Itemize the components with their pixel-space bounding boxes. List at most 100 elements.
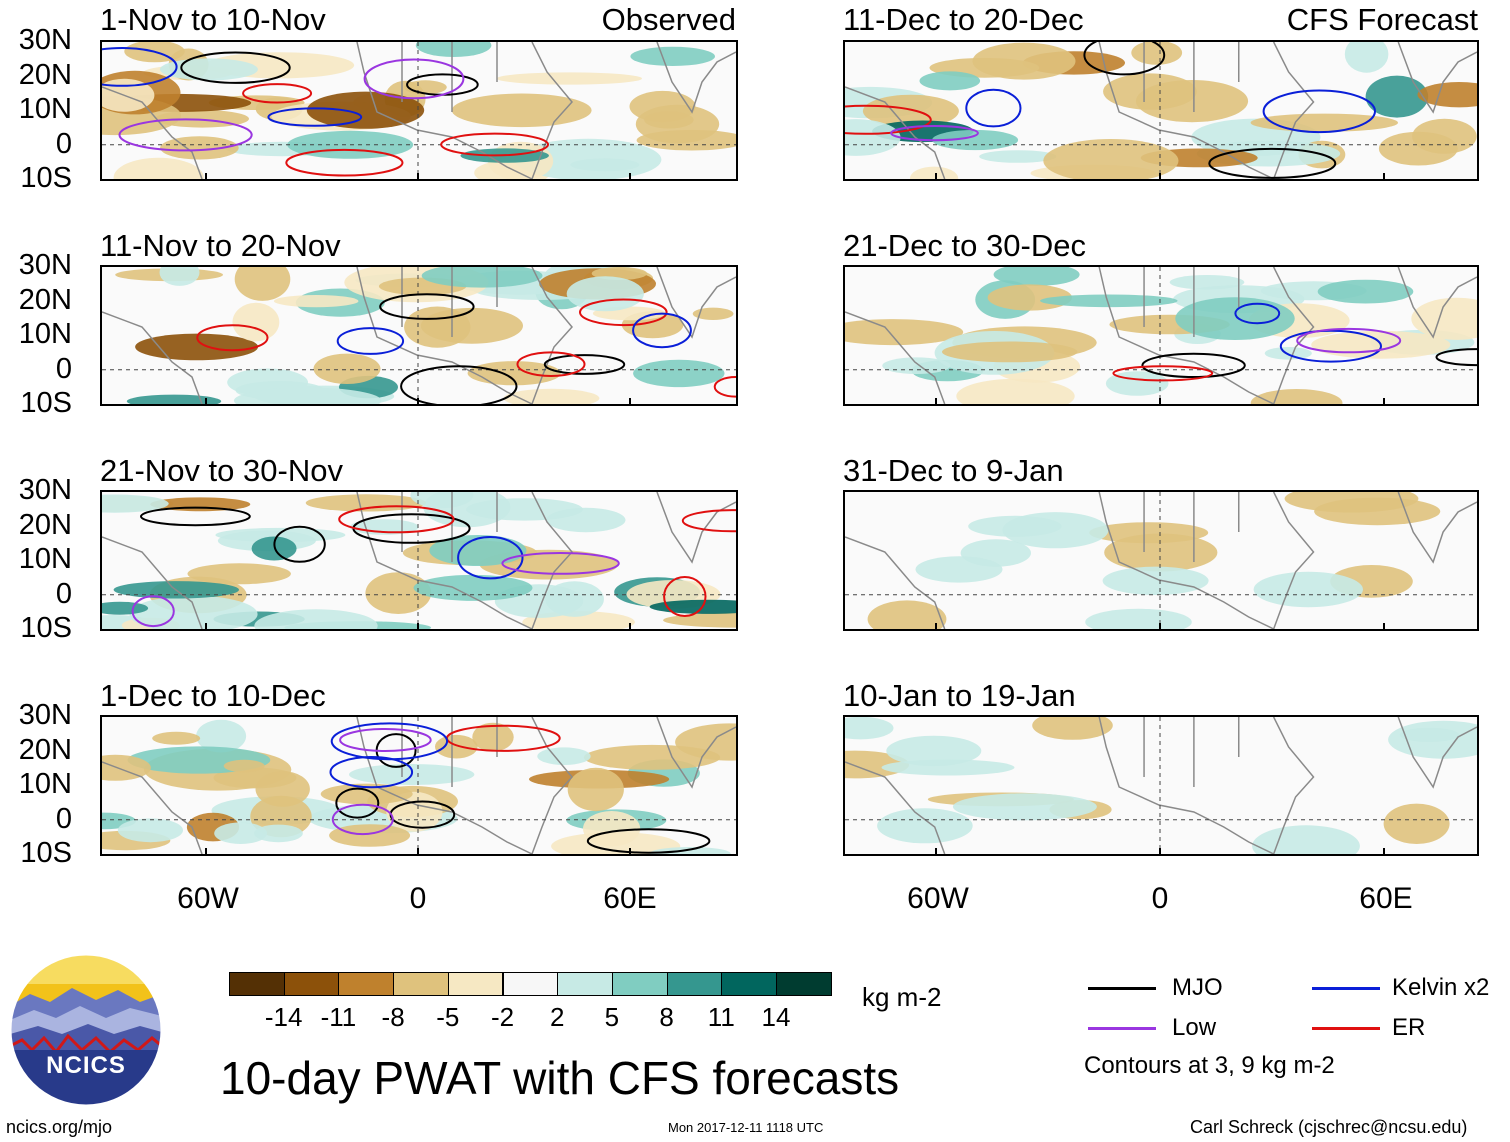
legend-label-low: Low <box>1172 1014 1217 1041</box>
lat-label: 10N <box>18 93 72 125</box>
coastline <box>102 42 736 179</box>
colorbar-swatch <box>393 972 449 996</box>
lat-label: 10S <box>20 387 72 419</box>
er-contour <box>196 324 269 352</box>
ncics-logo-graphic <box>10 954 162 1106</box>
er-contour <box>663 576 707 617</box>
low-contour <box>363 58 465 100</box>
colorbar-label: -14 <box>264 1002 303 1032</box>
low-contour <box>1296 327 1402 354</box>
panel-title: 11-Nov to 20-Nov <box>100 228 341 263</box>
footer-timestamp: Mon 2017-12-11 1118 UTC <box>668 1120 824 1135</box>
lon-label-0: 0 <box>409 882 427 915</box>
map-graphic <box>845 717 1477 854</box>
footer-url: ncics.org/mjo <box>6 1117 113 1137</box>
colorbar-swatch <box>721 972 777 996</box>
kelvin-contour <box>102 47 178 87</box>
legend-label-er: ER <box>1392 1014 1426 1041</box>
map-graphic <box>102 42 736 179</box>
ncics-logo: NCICS <box>10 954 162 1106</box>
low-contour <box>118 118 253 152</box>
observed-label: Observed <box>601 2 736 37</box>
colorbar-swatch <box>611 972 668 996</box>
colorbar-label: -2 <box>490 1002 515 1032</box>
low-contour <box>890 125 979 142</box>
kelvin-contour <box>267 107 363 127</box>
mjo-contour <box>400 365 518 404</box>
low-contour <box>339 728 432 752</box>
colorbar-label: 2 <box>549 1002 565 1032</box>
mjo-contour <box>273 525 326 563</box>
er-contour <box>579 298 668 327</box>
mjo-contour <box>1083 42 1166 76</box>
panel-title: 1-Nov to 10-Nov <box>100 2 326 37</box>
lat-label: 10S <box>20 837 72 869</box>
colorbar-swatch <box>283 972 340 996</box>
er-contour <box>338 505 455 534</box>
map-graphic <box>845 267 1477 404</box>
er-contour <box>713 376 736 398</box>
colorbar-label: 5 <box>604 1002 620 1032</box>
colorbar-swatch <box>447 972 504 996</box>
lat-label: 0 <box>55 127 72 160</box>
lat-label: 20N <box>18 283 72 316</box>
lat-label: 0 <box>55 802 72 835</box>
colorbar-label: -5 <box>436 1002 460 1032</box>
er-contour <box>440 132 550 157</box>
colorbar-label: -11 <box>320 1002 357 1032</box>
panel-title: 1-Dec to 10-Dec <box>100 678 326 713</box>
mjo-contour <box>379 293 475 320</box>
kelvin-contour <box>330 722 449 761</box>
map-graphic <box>102 492 736 629</box>
er-contour <box>242 83 313 104</box>
map-graphic <box>102 267 736 404</box>
lat-label: 30N <box>18 249 72 281</box>
low-contour <box>501 552 620 575</box>
lat-label: 30N <box>18 474 72 506</box>
coastline <box>845 717 1477 854</box>
kelvin-contour <box>336 327 405 355</box>
lat-label: 0 <box>55 577 72 610</box>
main-title: 10-day PWAT with CFS forecasts <box>220 1052 900 1104</box>
footer-credit: Carl Schreck (cjschrec@ncsu.edu) <box>1190 1117 1468 1137</box>
forecast-map-2 <box>843 265 1479 406</box>
lat-label: 10N <box>18 318 72 350</box>
coastline <box>845 492 1477 629</box>
er-contour <box>1112 365 1214 382</box>
forecast-map-3 <box>843 490 1479 631</box>
lon-label-60w: 60W <box>907 882 969 915</box>
legend-swatch-low <box>1088 1027 1156 1030</box>
er-contour <box>845 104 932 135</box>
mjo-contour <box>335 787 380 819</box>
kelvin-contour <box>1279 329 1382 363</box>
legend-swatch-er <box>1312 1027 1380 1030</box>
lon-label-60e: 60E <box>1359 882 1413 915</box>
colorbar-swatch <box>229 972 285 996</box>
map-graphic <box>845 42 1477 179</box>
low-contour <box>331 803 394 836</box>
panel-title: 31-Dec to 9-Jan <box>843 453 1064 488</box>
coastline <box>102 717 736 854</box>
mjo-contour <box>1435 348 1477 367</box>
er-contour <box>681 509 736 533</box>
kelvin-contour <box>1234 302 1281 325</box>
forecast-map-4 <box>843 715 1479 856</box>
colorbar-label: 8 <box>659 1002 674 1032</box>
forecast-label: CFS Forecast <box>1286 2 1478 37</box>
lat-label: 30N <box>18 24 72 56</box>
mjo-contour <box>180 51 291 84</box>
lat-label: 0 <box>55 352 72 385</box>
panel-title: 21-Nov to 30-Nov <box>100 453 343 488</box>
mjo-contour <box>1208 147 1337 179</box>
lat-label: 20N <box>18 733 72 766</box>
forecast-map-1 <box>843 40 1479 181</box>
colorbar-swatch <box>557 972 613 996</box>
logo-text: NCICS <box>46 1052 126 1079</box>
er-contour <box>516 351 586 377</box>
colorbar-label: 14 <box>761 1002 791 1032</box>
lat-label: 20N <box>18 58 72 91</box>
kelvin-contour <box>632 312 692 349</box>
observed-map-4 <box>100 715 738 856</box>
mjo-contour <box>1141 352 1246 379</box>
observed-map-2 <box>100 265 738 406</box>
